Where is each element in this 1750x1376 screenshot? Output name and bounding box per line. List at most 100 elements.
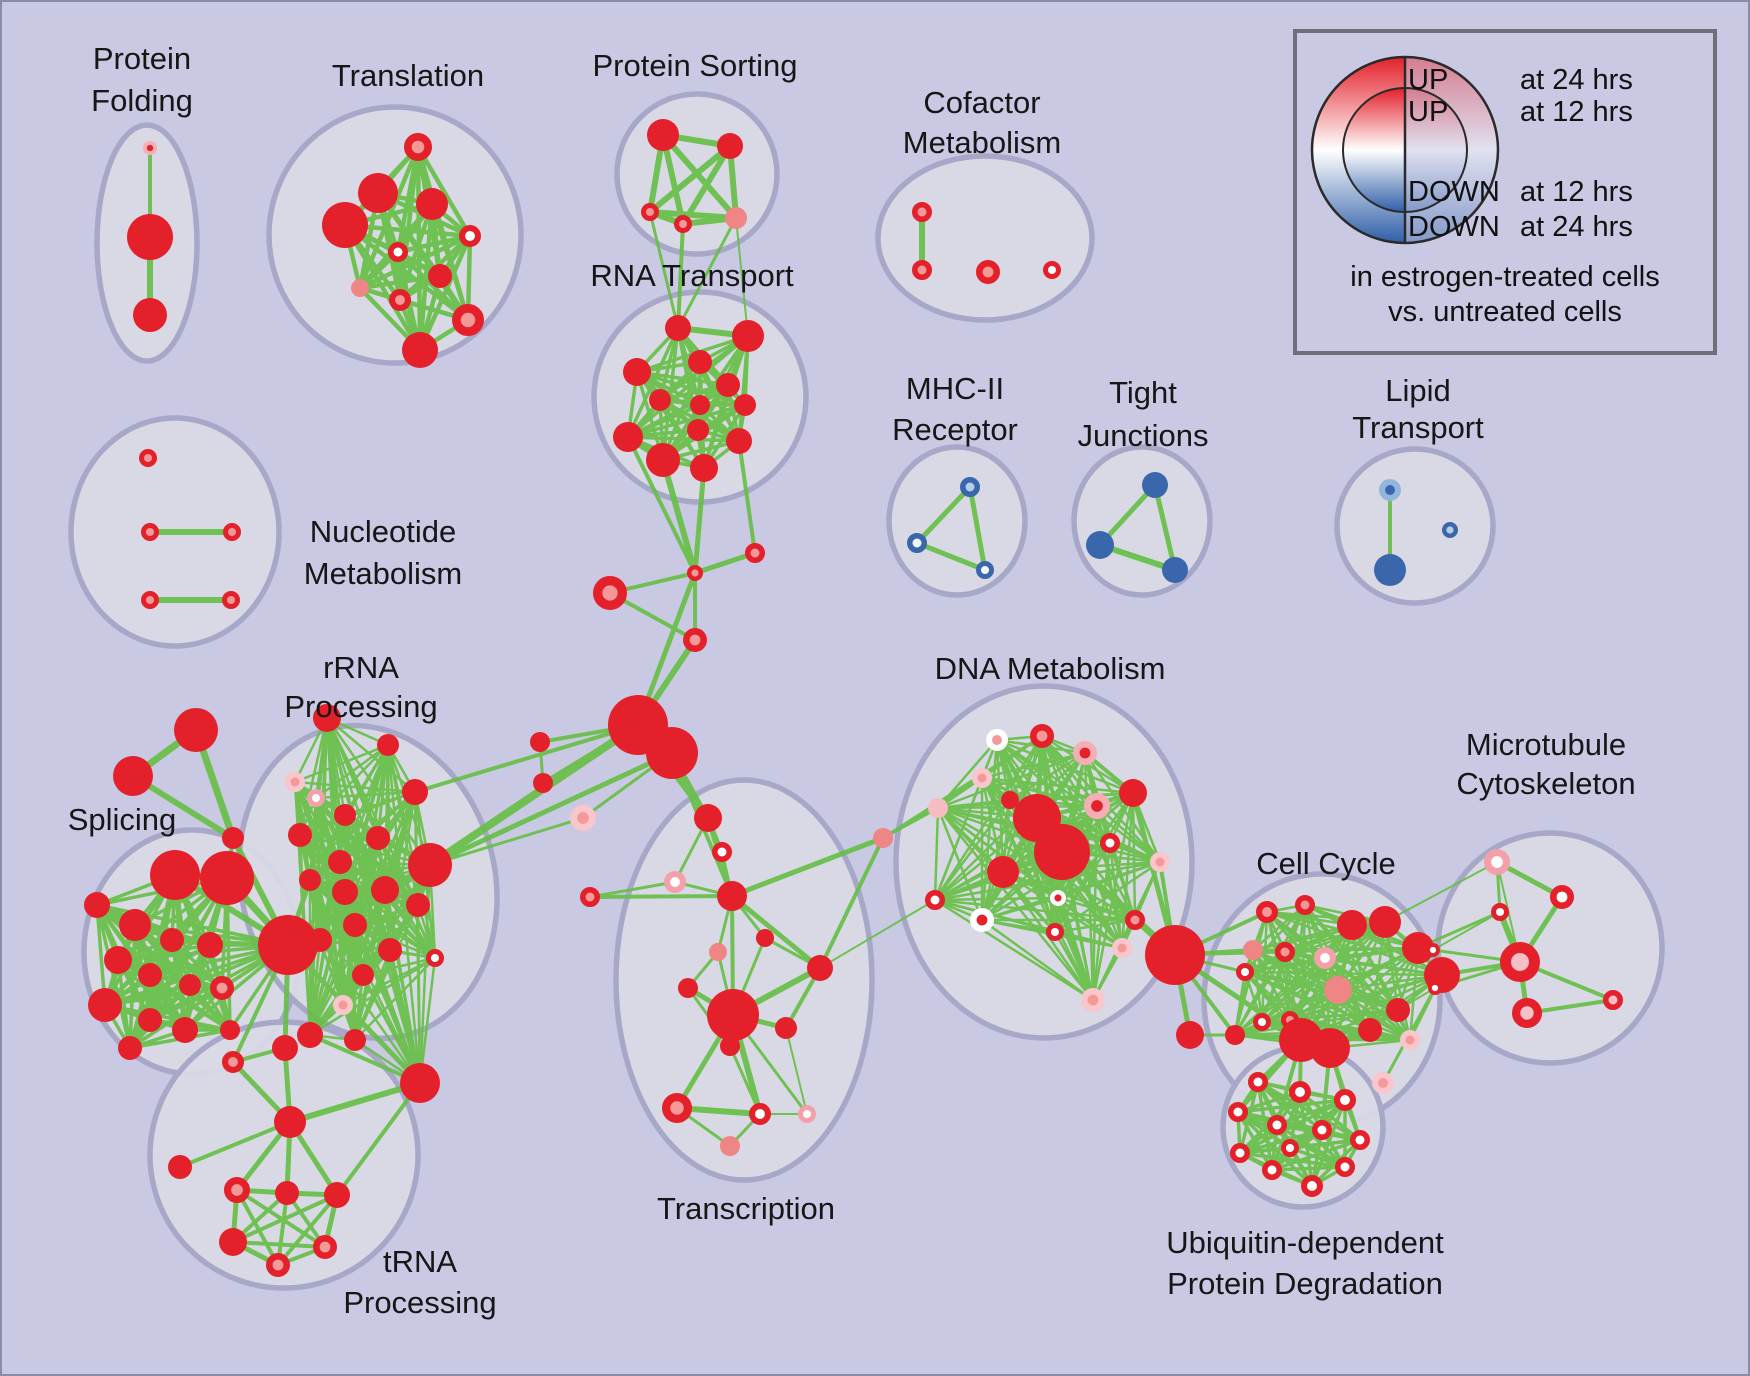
network-edge (1152, 482, 1178, 573)
network-node-splicing-11 (88, 988, 122, 1022)
network-edge (728, 1044, 762, 1116)
network-node-cc-16 (1386, 998, 1410, 1022)
legend-time-label: at 24 hrs (1520, 64, 1633, 96)
network-edge (318, 938, 422, 1085)
network-node-hub-3 (682, 627, 707, 652)
legend: UP at 24 hrs UP at 12 hrs DOWN at 12 hrs DOWN a… (1293, 29, 1717, 355)
cluster-mt-bubble (1435, 830, 1665, 1066)
network-edge (103, 986, 224, 1007)
network-node-dna-17 (1112, 938, 1132, 958)
cluster-ps-label: Protein Sorting (592, 48, 797, 83)
network-node-translation-9 (451, 303, 484, 336)
network-edge (660, 132, 739, 221)
network-node-dna-1 (1030, 723, 1055, 748)
network-node-rrna-2 (402, 779, 428, 805)
network-node-pf-1 (127, 214, 173, 260)
network-node-translation-6 (428, 264, 452, 288)
network-edge (1288, 1138, 1362, 1150)
network-edge (676, 222, 685, 330)
cluster-tj-label: Junctions (1078, 418, 1209, 453)
cluster-transcription-label: Transcription (657, 1191, 835, 1226)
network-node-splicing-15 (118, 1036, 142, 1060)
network-node-transcription-2 (664, 871, 687, 894)
network-node-splicing-7 (104, 946, 132, 974)
network-node-dna-13 (925, 890, 945, 910)
network-node-trna-0 (221, 1051, 244, 1074)
network-edge (1008, 751, 1087, 802)
cluster-lipid-bubble (1334, 446, 1496, 606)
network-edge (729, 835, 886, 899)
network-node-splicing-5 (197, 932, 223, 958)
network-edge (1053, 930, 1095, 1002)
legend-time-label: at 12 hrs (1520, 96, 1633, 128)
network-node-rrna-4 (307, 788, 326, 807)
network-edge (1238, 1128, 1324, 1155)
network-node-translation-0 (404, 133, 433, 162)
network-edge (933, 776, 984, 902)
network-node-rnat-7 (734, 394, 756, 416)
network-node-rnat-3 (688, 350, 712, 374)
network-node-rrna-14 (343, 913, 367, 937)
network-node-mhc-2 (975, 560, 994, 579)
network-node-trna-8 (312, 1235, 337, 1260)
network-node-nuc-1 (141, 522, 160, 541)
network-node-rnat-9 (646, 443, 680, 477)
network-node-splicing-13 (172, 1017, 198, 1043)
network-edge (980, 776, 1135, 795)
network-node-transcription-13 (749, 1103, 772, 1126)
network-node-mt-7 (1428, 980, 1443, 995)
network-edge (361, 956, 437, 977)
network-edge (1056, 896, 1124, 950)
network-edge (415, 144, 473, 239)
network-node-ub-2 (1334, 1089, 1357, 1112)
network-node-transcription-7 (678, 978, 698, 998)
network-node-ub-8 (1262, 1160, 1282, 1180)
network-edge (231, 1240, 327, 1249)
network-node-cof-1 (912, 260, 932, 280)
network-edge (276, 1191, 289, 1267)
network-edge (1251, 903, 1307, 952)
network-node-cc-6 (1314, 947, 1337, 970)
network-edge (980, 751, 1087, 780)
cluster-rnat-label: RNA Transport (590, 258, 794, 293)
network-edge (1233, 923, 1354, 1037)
legend-fade-inner (1405, 88, 1467, 212)
network-node-transcription-3 (580, 887, 600, 907)
network-edge (285, 942, 423, 1086)
network-node-ub-1 (1289, 1081, 1312, 1104)
network-node-dna-5 (1001, 791, 1019, 809)
network-node-rrna-8 (328, 850, 352, 874)
network-edge (1270, 1138, 1362, 1172)
network-node-cc-17 (1225, 1025, 1245, 1045)
cluster-cof-bubble (875, 153, 1095, 323)
network-node-rrna-22 (400, 1063, 440, 1103)
network-node-ub-7 (1230, 1143, 1250, 1163)
network-node-dna-20 (1145, 925, 1205, 985)
network-edge (967, 484, 988, 573)
network-node-trna-5 (275, 1181, 299, 1205)
network-edge (933, 806, 940, 902)
network-node-cc-2 (1337, 910, 1367, 940)
network-edge (1233, 970, 1247, 1037)
cluster-labels: Protein Folding Translation Protein Sorting… (68, 41, 1636, 1320)
network-node-dna-21 (1176, 1021, 1204, 1049)
network-edge (1056, 896, 1137, 922)
cluster-translation-bubble (266, 104, 524, 366)
network-node-rrna-18 (426, 948, 445, 967)
network-node-transcription-1 (712, 842, 732, 862)
network-edge (308, 938, 322, 1037)
network-node-rrna-20 (297, 1022, 323, 1048)
network-node-mt-6 (1426, 942, 1441, 957)
network-edge (785, 1027, 808, 1115)
network-node-ub-4 (1267, 1115, 1287, 1135)
network-edge (626, 435, 697, 575)
cluster-lipid-label: Transport (1352, 410, 1484, 445)
network-edge (1260, 956, 1327, 1024)
network-edge (1238, 1151, 1347, 1169)
legend-caption: in estrogen-treated cells (1350, 261, 1660, 293)
network-node-rrna-0 (313, 704, 341, 732)
network-node-cc-15 (1358, 1018, 1382, 1042)
network-node-cc-3 (1369, 906, 1401, 938)
network-edge (933, 898, 1095, 1002)
network-edge (676, 216, 738, 330)
